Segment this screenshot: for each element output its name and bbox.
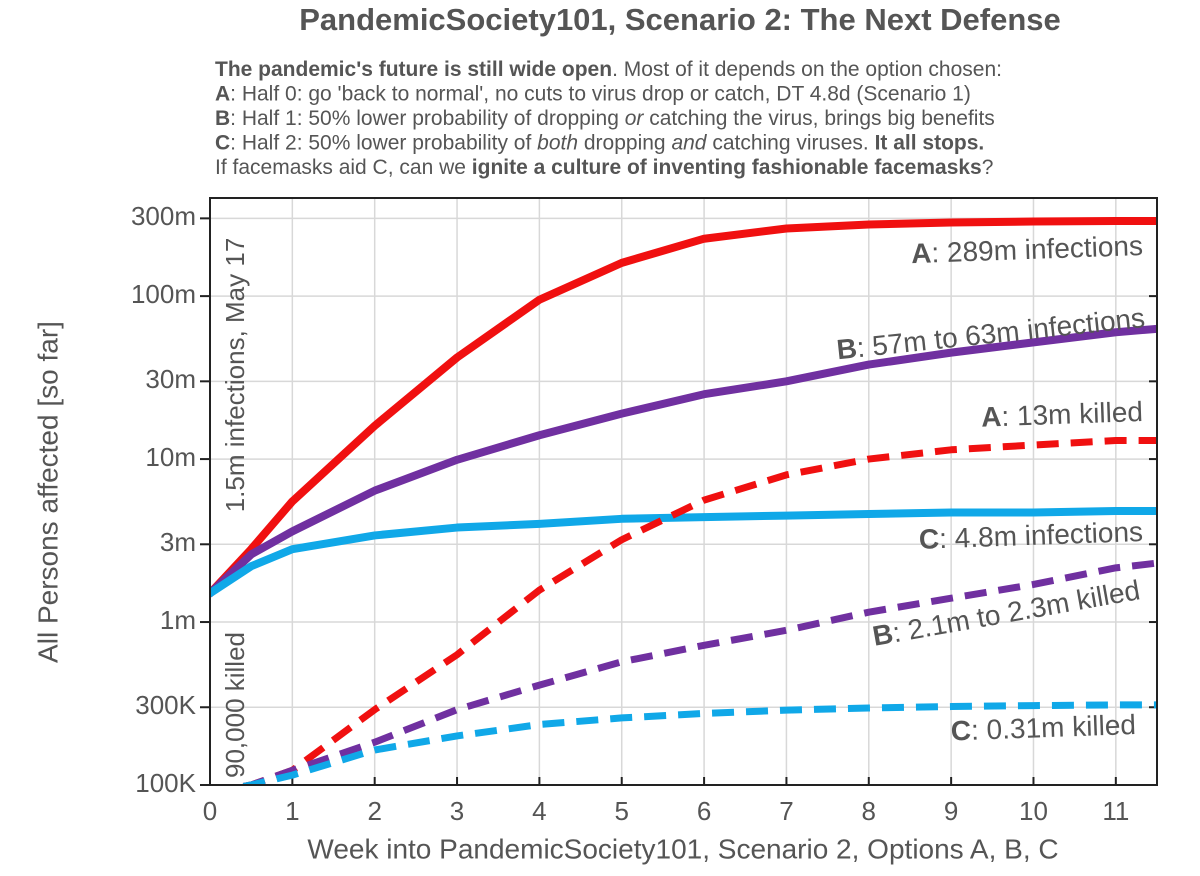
annotation-text: : 13m killed <box>1001 396 1144 432</box>
subtitle-segment: ? <box>982 156 994 179</box>
annotation-text: : 0.31m killed <box>971 709 1137 746</box>
annotation-text: : 57m to 63m infections <box>855 302 1146 363</box>
y-tick-label: 10m <box>145 442 196 472</box>
subtitle-line: C: Half 2: 50% lower probability of both… <box>215 131 984 154</box>
x-tick-label: 3 <box>450 796 464 826</box>
subtitle-segment: C <box>215 131 230 154</box>
x-tick-label: 0 <box>203 796 217 826</box>
annotation-key: C <box>918 524 939 556</box>
dashed-line <box>231 559 1157 785</box>
subtitle-segment: B <box>215 107 230 130</box>
x-tick-label: 7 <box>779 796 793 826</box>
subtitle-segment: ignite a culture of inventing fashionabl… <box>472 156 982 179</box>
subtitle-line: B: Half 1: 50% lower probability of drop… <box>215 107 995 130</box>
annotation-key: A <box>911 238 932 270</box>
plot-frame <box>209 197 1158 786</box>
subtitle-segment: catching the virus, brings big benefits <box>643 107 994 130</box>
subtitle-line: The pandemic's future is still wide open… <box>215 58 1002 81</box>
annotation-text: : 289m infections <box>931 230 1144 268</box>
subtitle: The pandemic's future is still wide open… <box>215 58 1002 179</box>
subtitle-segment: The pandemic's future is still wide open <box>215 58 612 81</box>
vertical-note: 1.5m infections, May 17 <box>220 238 250 513</box>
x-tick-label: 11 <box>1102 796 1129 826</box>
annotation-key: C <box>950 715 971 747</box>
x-tick-label: 6 <box>697 796 711 826</box>
plot-lines <box>210 217 1157 785</box>
vertical-note: 90,000 killed <box>220 632 250 778</box>
x-tick-label: 2 <box>367 796 381 826</box>
x-tick-label: 5 <box>615 796 629 826</box>
subtitle-segment: If facemasks aid C, can we <box>215 156 472 179</box>
annotation-key: A <box>981 401 1002 433</box>
y-tick-label: 3m <box>160 527 196 557</box>
x-axis-label: Week into PandemicSociety101, Scenario 2… <box>307 833 1058 864</box>
x-tick-label: 4 <box>532 796 546 826</box>
annotation: B: 57m to 63m infections <box>835 302 1146 365</box>
line <box>210 217 1157 598</box>
annotation: C: 0.31m killed <box>950 709 1136 746</box>
y-tick-label: 30m <box>145 364 196 394</box>
annotation: A: 289m infections <box>911 230 1144 269</box>
y-tick-label: 300m <box>131 201 196 231</box>
subtitle-line: If facemasks aid C, can we ignite a cult… <box>215 156 993 179</box>
subtitle-segment: A <box>215 82 230 105</box>
subtitle-segment: . Most of it depends on the option chose… <box>612 58 1002 81</box>
line <box>210 324 1157 598</box>
y-axis-label: All Persons affected [so far] <box>32 321 63 663</box>
x-tick-label: 9 <box>944 796 958 826</box>
x-tick-label: 1 <box>285 796 299 826</box>
dashed-line <box>231 701 1157 785</box>
line <box>210 507 1157 598</box>
subtitle-segment: and <box>671 131 707 154</box>
subtitle-segment: It all stops. <box>875 131 985 154</box>
subtitle-segment: : Half 1: 50% lower probability of dropp… <box>230 107 625 130</box>
subtitle-segment: both <box>537 131 578 154</box>
annotation-key: B <box>835 333 858 366</box>
subtitle-segment: : Half 0: go 'back to normal', no cuts t… <box>230 82 971 105</box>
subtitle-segment: : Half 2: 50% lower probability of <box>230 131 537 154</box>
y-tick-label: 100m <box>131 279 196 309</box>
annotation: C: 4.8m infections <box>918 516 1143 555</box>
subtitle-segment: catching viruses. <box>706 131 874 154</box>
dashed-line <box>231 437 1157 785</box>
y-tick-label: 100K <box>135 768 196 798</box>
y-tick-label: 1m <box>160 605 196 635</box>
x-tick-label: 8 <box>862 796 876 826</box>
annotation: A: 13m killed <box>981 396 1144 433</box>
y-tick-label: 300K <box>135 690 196 720</box>
subtitle-segment: or <box>625 107 645 130</box>
chart-title: PandemicSociety101, Scenario 2: The Next… <box>299 2 1061 37</box>
x-tick-label: 10 <box>1019 796 1048 826</box>
subtitle-line: A: Half 0: go 'back to normal', no cuts … <box>215 82 971 105</box>
annotation-text: : 4.8m infections <box>939 516 1144 554</box>
subtitle-segment: dropping <box>578 131 671 154</box>
